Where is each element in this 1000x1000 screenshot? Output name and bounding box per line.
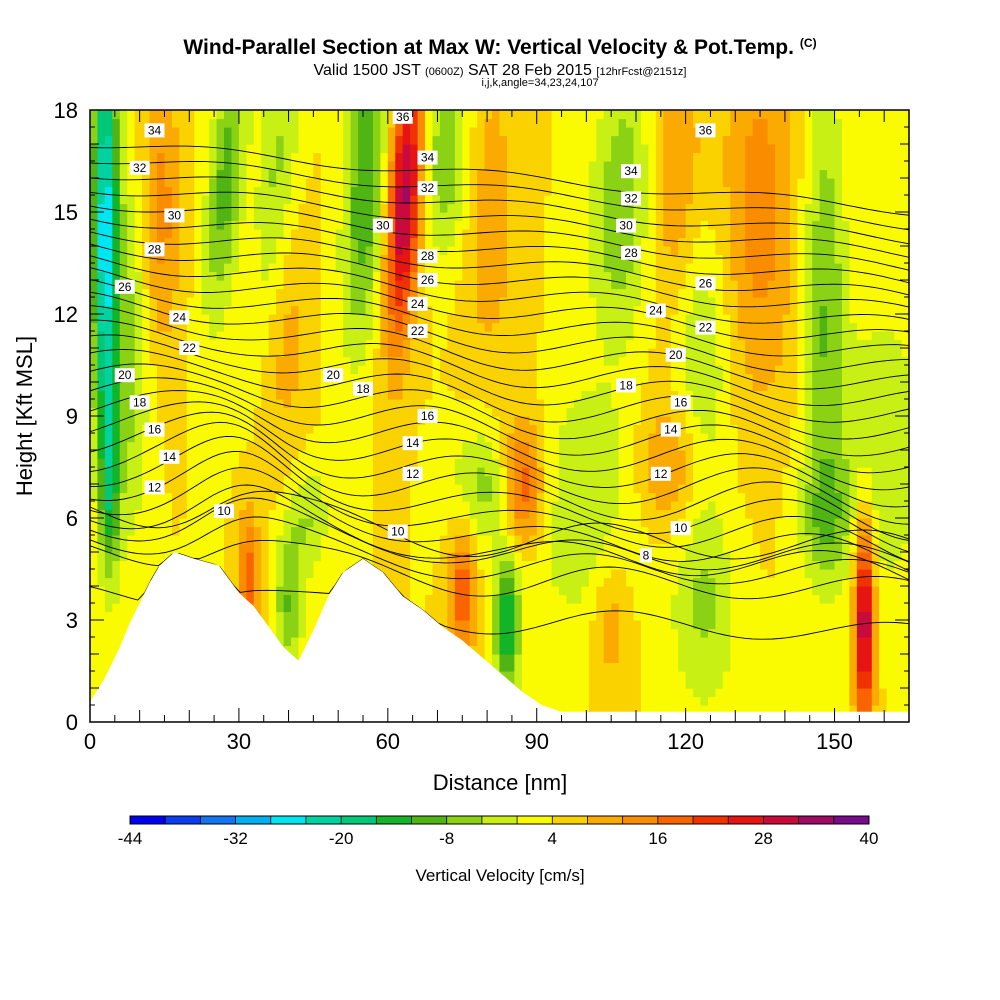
colorbar-swatch (235, 816, 272, 824)
colorbar-tick-label: 4 (548, 829, 557, 848)
x-axis-label: Distance [nm] (433, 770, 568, 795)
colorbar-swatch (411, 816, 448, 824)
contour-label: 10 (670, 521, 691, 536)
colorbar-swatch (446, 816, 483, 824)
contour-label: 14 (159, 449, 180, 464)
chart-title-tag: (C) (799, 36, 817, 50)
colorbar-tick-label: -8 (439, 829, 454, 848)
colorbar-swatch (270, 816, 307, 824)
contour-label: 28 (144, 242, 165, 257)
y-tick-label: 0 (66, 710, 78, 735)
colorbar-swatch (376, 816, 412, 824)
contour-label: 20 (323, 368, 344, 383)
contour-label: 18 (129, 395, 150, 410)
contour-label: 16 (144, 422, 165, 437)
colorbar-swatch (763, 816, 799, 824)
y-tick-label: 15 (54, 200, 78, 225)
contour-label: 18 (616, 378, 637, 393)
colorbar-swatch (200, 816, 236, 824)
contour-label: 30 (164, 208, 185, 223)
contour-label: 32 (621, 191, 642, 206)
contour-label: 12 (650, 466, 671, 481)
x-tick-label: 30 (227, 729, 251, 754)
contour-label: 18 (353, 381, 373, 396)
contour-label: 10 (387, 524, 408, 539)
contour-label: 36 (695, 123, 716, 138)
contour-label: 22 (695, 320, 716, 335)
contour-label: 20 (665, 347, 686, 362)
y-tick-label: 3 (66, 608, 78, 633)
chart-title: Wind-Parallel Section at Max W: Vertical… (183, 36, 817, 59)
contour-label: 16 (670, 395, 691, 410)
x-tick-label: 120 (667, 729, 704, 754)
contour-label: 12 (144, 480, 165, 495)
y-tick-label: 12 (54, 302, 78, 327)
colorbar-swatch (341, 816, 377, 824)
colorbar-swatch (130, 816, 166, 824)
y-tick-label: 6 (66, 506, 78, 531)
contour-label: 34 (144, 123, 165, 138)
contour-label: 30 (372, 218, 393, 233)
colorbar-swatch (798, 816, 835, 824)
contour-label: 32 (129, 160, 150, 175)
colorbar-swatch (657, 816, 694, 824)
colorbar-swatch (517, 816, 553, 824)
colorbar-label: Vertical Velocity [cm/s] (415, 866, 584, 885)
contour-label: 16 (417, 409, 438, 423)
x-tick-label: 60 (376, 729, 400, 754)
colorbar-swatch (587, 816, 623, 824)
colorbar-swatch (833, 816, 870, 824)
contour-label: 24 (407, 296, 428, 311)
contour-label: 30 (616, 218, 637, 233)
x-tick-label: 0 (84, 729, 96, 754)
colorbar-tick-label: -20 (329, 829, 354, 848)
contour-labels: 34 32 30 28 26 24 22 20 18 16 14 12 10 36 34 32 30 28 26 24… (114, 110, 716, 563)
colorbar-tick-label: 16 (648, 829, 667, 848)
colorbar: -44 -32 -20 -8 4 16 28 40 (118, 815, 879, 848)
y-tick-label: 9 (66, 404, 78, 429)
contour-label: 32 (417, 181, 438, 196)
contour-label: 22 (407, 324, 428, 338)
x-tick-label: 90 (524, 729, 548, 754)
chart-subtitle: Valid 1500 JST (0600Z) SAT 28 Feb 2015 [… (313, 62, 687, 79)
colorbar-swatch (481, 816, 518, 824)
contour-label: 28 (621, 246, 642, 260)
colorbar-swatch (165, 816, 201, 824)
contour-label: 36 (392, 110, 413, 124)
colorbar-tick-label: 28 (754, 829, 773, 848)
contour-label: 22 (179, 341, 200, 355)
theta-contours (90, 145, 909, 640)
contour-label: 20 (114, 368, 135, 383)
contour-label: 34 (621, 164, 642, 179)
chart-indices: i,j,k,angle=34,23,24,107 (481, 77, 599, 89)
colorbar-tick-label: -44 (118, 829, 143, 848)
contour-label: 10 (214, 504, 235, 519)
contour-label: 24 (169, 310, 190, 325)
contour-label: 12 (402, 466, 423, 481)
contour-label: 14 (660, 422, 681, 437)
contour-label: 26 (114, 279, 135, 294)
colorbar-tick-label: -32 (223, 829, 248, 848)
contour-label: 8 (639, 548, 652, 563)
colorbar-swatch (728, 816, 764, 824)
colorbar-swatch (552, 816, 588, 824)
colorbar-swatch (305, 816, 342, 824)
contour-label: 24 (645, 303, 666, 318)
contour-label: 26 (695, 276, 716, 291)
colorbar-swatch (622, 816, 659, 824)
contour-label: 26 (417, 273, 438, 287)
terrain (90, 552, 909, 722)
colorbar-swatch (693, 816, 729, 824)
contour-label: 34 (417, 150, 438, 165)
colorbar-tick-label: 40 (860, 829, 879, 848)
contour-label: 14 (402, 436, 423, 451)
y-axis-label: Height [Kft MSL] (12, 336, 37, 496)
x-tick-label: 150 (816, 729, 853, 754)
contour-label: 28 (417, 249, 438, 264)
y-tick-label: 18 (54, 98, 78, 123)
